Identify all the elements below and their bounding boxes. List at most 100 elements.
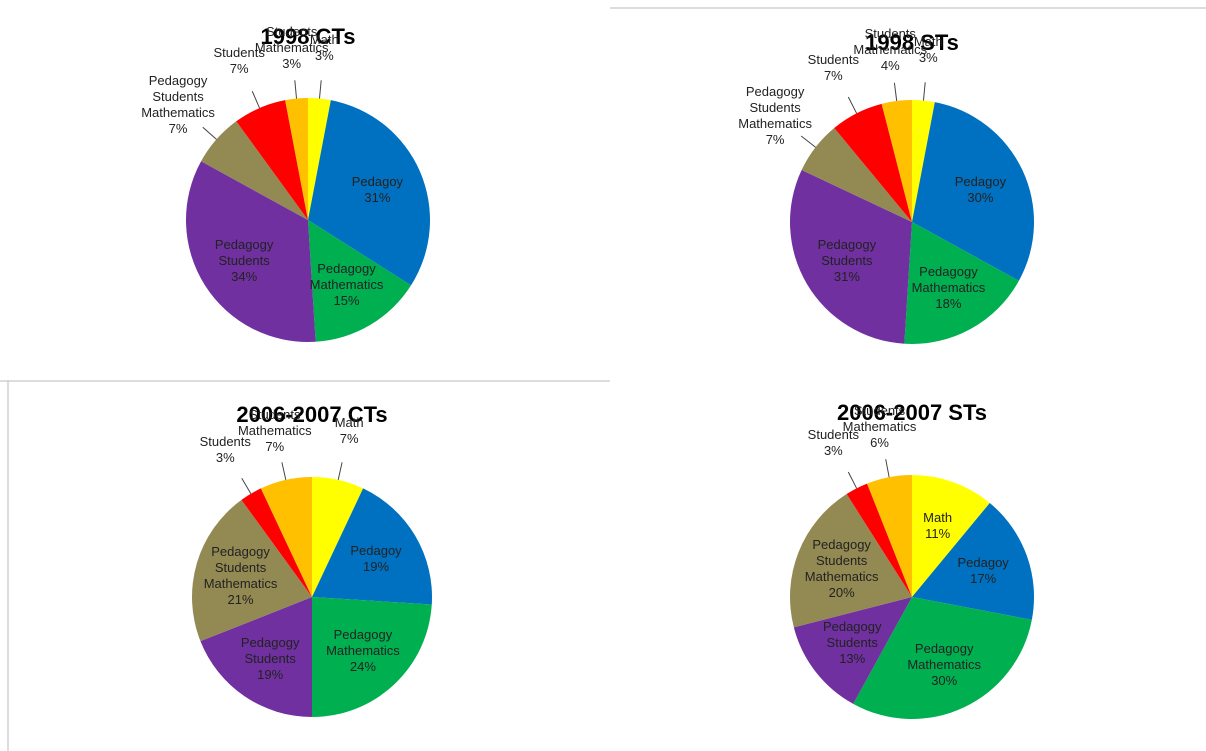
slice-category: Pedagogy Mathematics <box>907 641 982 673</box>
pie-slice <box>200 597 312 717</box>
slice-value: 20% <box>828 585 855 601</box>
leader-line <box>251 91 261 109</box>
slice-label: Students 3% <box>177 434 273 466</box>
slice-category: Students <box>199 434 251 450</box>
pie-slice <box>867 475 912 597</box>
slice-value: 15% <box>333 293 360 309</box>
slice-category: Students Mathematics <box>254 23 329 55</box>
slice-label: Pedagoy 17% <box>935 555 1031 587</box>
slice-label: Students 7% <box>785 52 881 84</box>
slice-label: Pedagogy Students 31% <box>799 237 895 285</box>
slice-category: Pedagogy Students <box>822 619 882 651</box>
pie-slice <box>853 597 1032 719</box>
pie-slice <box>285 98 308 220</box>
slice-category: Pedagogy Students <box>214 236 274 268</box>
leader-line <box>847 471 858 489</box>
slice-value: 7% <box>823 67 843 83</box>
slice-category: Pedagogy Students Mathematics <box>738 83 812 131</box>
slice-label: Pedagogy Mathematics 24% <box>315 627 411 675</box>
pie-slice <box>312 477 364 597</box>
pie-slice <box>308 100 430 286</box>
slice-value: 6% <box>870 434 889 450</box>
slice-value: 31% <box>364 189 391 205</box>
slice-category: Students Mathematics <box>842 402 917 434</box>
slice-category: Pedagogy Students Mathematics <box>804 537 879 585</box>
slice-label: Pedagogy Mathematics 15% <box>299 261 395 309</box>
slice-category: Math <box>913 33 943 49</box>
slice-category: Pedagogy Mathematics <box>309 261 384 293</box>
slice-label: Pedagogy Students Mathematics 21% <box>193 544 289 608</box>
slice-value: 7% <box>229 61 249 76</box>
leader-line <box>885 459 890 478</box>
slice-label: Math 7% <box>301 415 397 447</box>
pie-slice <box>260 477 312 597</box>
pie-slice <box>912 502 1034 620</box>
pie-slice <box>186 161 316 342</box>
slice-category: Pedagoy <box>954 173 1007 189</box>
leader-line <box>800 135 816 148</box>
slice-label: Pedagoy 31% <box>329 174 425 206</box>
slice-category: Students <box>807 51 859 67</box>
slice-value: 4% <box>880 58 900 74</box>
pie-slice <box>912 102 1034 281</box>
slice-label: Pedagogy Students 19% <box>222 635 318 683</box>
chart-title: 2006-2007 STs <box>836 400 988 425</box>
slice-category: Pedagogy Students Mathematics <box>141 73 215 121</box>
slice-value: 11% <box>925 525 951 541</box>
slice-value: 7% <box>265 438 285 454</box>
pie-slice <box>236 100 308 220</box>
pie-slice <box>241 488 312 597</box>
chart-title: 1998 STs <box>865 30 959 55</box>
slice-label: Math 11% <box>890 510 986 542</box>
slice-value: 19% <box>257 666 284 682</box>
slice-label: Pedagogy Students 34% <box>196 237 292 285</box>
slice-category: Pedagoy <box>957 555 1009 571</box>
pie-slice <box>834 103 912 222</box>
leader-line <box>281 462 287 480</box>
pie-slice <box>846 483 912 597</box>
slice-label: Math 3% <box>276 32 372 64</box>
slice-category: Pedagogy Mathematics <box>326 627 400 659</box>
slice-label: Pedagogy Students Mathematics 7% <box>130 73 226 137</box>
slice-category: Pedagogy Students <box>817 236 877 268</box>
chart-title: 1998 CTs <box>260 24 356 49</box>
slice-value: 3% <box>215 450 235 466</box>
pie-slice <box>191 499 312 642</box>
slice-value: 13% <box>839 651 866 667</box>
slice-label: Pedagogy Students Mathematics 7% <box>727 84 823 148</box>
slice-value: 30% <box>967 189 994 205</box>
pie-slice <box>312 597 432 717</box>
pie-slice <box>201 121 308 220</box>
pie-slice <box>308 220 412 342</box>
slice-category: Math <box>334 414 364 430</box>
slice-category: Pedagoy <box>350 543 402 559</box>
slice-category: Pedagoy <box>351 173 404 189</box>
slice-category: Pedagogy Students <box>240 634 300 666</box>
slice-value: 17% <box>970 571 997 587</box>
slice-category: Students <box>807 426 859 442</box>
slice-value: 3% <box>823 442 843 458</box>
slice-category: Math <box>309 31 339 47</box>
slice-label: Students Mathematics 3% <box>244 24 340 72</box>
slice-value: 3% <box>918 49 938 65</box>
slice-label: Students Mathematics 4% <box>842 26 938 74</box>
slice-label: Students Mathematics 7% <box>227 407 323 455</box>
slice-value: 3% <box>282 55 302 71</box>
slice-value: 30% <box>931 673 958 689</box>
slice-label: Students 3% <box>785 427 881 459</box>
slice-category: Pedagogy Students Mathematics <box>203 544 278 592</box>
slice-value: 3% <box>314 47 334 63</box>
slice-label: Pedagogy Mathematics 18% <box>900 264 996 312</box>
slice-label: Math 3% <box>880 34 976 66</box>
slice-value: 31% <box>833 268 860 284</box>
slice-label: Pedagoy 19% <box>328 543 424 575</box>
slice-value: 18% <box>935 296 962 312</box>
pie-slice <box>801 127 912 222</box>
leader-line <box>893 82 898 102</box>
leader-line <box>294 80 298 99</box>
slice-value: 21% <box>227 592 254 608</box>
pie-slice <box>312 488 433 605</box>
slice-category: Pedagogy Mathematics <box>911 264 986 296</box>
